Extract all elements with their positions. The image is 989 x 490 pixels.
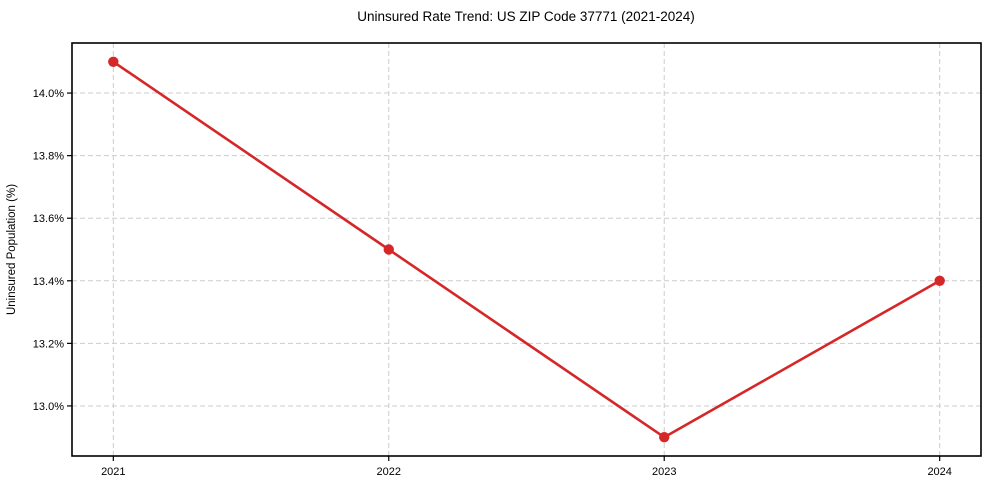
y-tick-label: 13.2% — [33, 338, 64, 350]
x-tick-label: 2021 — [101, 466, 125, 478]
data-point-marker — [383, 244, 394, 255]
data-point-marker — [108, 56, 119, 67]
x-tick-label: 2024 — [927, 466, 951, 478]
trend-line — [112, 60, 941, 439]
plot-area: 13.0% 13.2% 13.4% 13.6% 13.8% 14.0% 2021 2022 20… — [33, 42, 982, 478]
y-axis-label: Uninsured Population (%) — [6, 184, 18, 315]
y-tick-label: 13.8% — [33, 151, 64, 163]
y-tick-label: 13.0% — [33, 401, 64, 413]
x-tick-label: 2022 — [377, 466, 401, 478]
plot-border — [71, 42, 982, 457]
chart-title: Uninsured Rate Trend: US ZIP Code 37771 … — [357, 9, 694, 24]
data-point-marker — [934, 275, 945, 286]
x-tick-label: 2023 — [652, 466, 676, 478]
data-point-marker — [659, 432, 670, 443]
y-tick-label: 13.6% — [33, 213, 64, 225]
y-tick-label: 13.4% — [33, 276, 64, 288]
y-tick-label: 14.0% — [33, 88, 64, 100]
